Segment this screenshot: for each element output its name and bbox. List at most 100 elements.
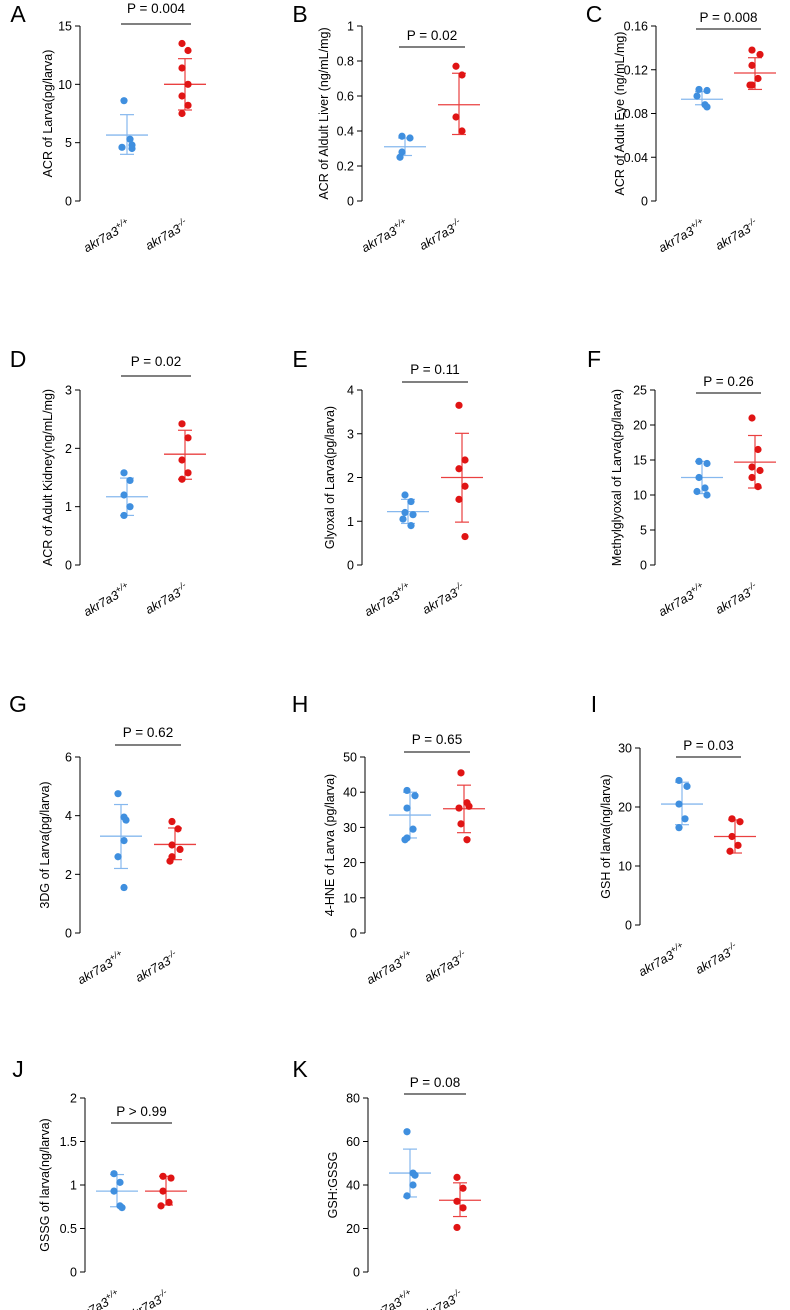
- tick-label-y: 40: [343, 786, 357, 800]
- data-point: [403, 1128, 411, 1136]
- tick-label-category: akr7a3+/+: [80, 580, 132, 619]
- tick-label-category: akr7a3+/+: [80, 216, 132, 255]
- data-point: [184, 101, 192, 109]
- tick-label-category: akr7a3-/-: [123, 1287, 171, 1310]
- tick-label-category: akr7a3-/-: [132, 948, 180, 985]
- data-point: [128, 144, 136, 153]
- series-knockout: [439, 1173, 481, 1232]
- tick-label-y: 15: [633, 454, 647, 468]
- tick-label-category: akr7a3-/-: [712, 580, 760, 617]
- data-point: [459, 1184, 467, 1192]
- series-wild-type: [106, 469, 148, 520]
- tick-label-y: 20: [633, 419, 647, 433]
- panel-letter: B: [292, 1, 307, 27]
- data-point: [675, 776, 683, 785]
- tick-label-y: 0: [641, 195, 648, 209]
- data-point: [411, 792, 419, 800]
- data-point: [457, 820, 465, 828]
- axis-title-y: ACR of Larva(pg/larva): [41, 50, 55, 178]
- tick-label-y: 0: [347, 559, 354, 573]
- data-point: [399, 515, 407, 523]
- panel-letter: F: [587, 346, 601, 372]
- axis-title-y: GSSG of larva(ng/larva): [38, 1118, 52, 1251]
- data-point: [695, 85, 703, 94]
- data-point: [396, 153, 404, 161]
- panel-b: B 0 0.2 0.4 0.6 0.8 1 ACR of Aldult Liver (ng/m…: [292, 1, 480, 255]
- data-point: [746, 81, 754, 89]
- data-point: [165, 1198, 173, 1206]
- data-point: [756, 50, 764, 59]
- tick-label-y: 10: [58, 78, 72, 92]
- data-point: [455, 465, 463, 473]
- data-point: [693, 92, 701, 100]
- series-wild-type: [661, 776, 703, 832]
- tick-label-y: 0.4: [337, 125, 354, 139]
- data-point: [459, 1204, 467, 1212]
- data-point: [159, 1187, 167, 1195]
- data-point: [703, 103, 711, 111]
- tick-label-y: 2: [347, 471, 354, 485]
- data-point: [409, 1181, 417, 1189]
- tick-label-y: 0: [65, 559, 72, 573]
- tick-label-y: 0: [625, 919, 632, 933]
- data-point: [120, 883, 128, 892]
- data-point: [695, 457, 703, 465]
- data-point: [120, 469, 128, 477]
- data-point: [754, 483, 762, 491]
- data-point: [120, 491, 128, 499]
- panel-letter: C: [586, 1, 603, 27]
- data-point: [178, 92, 186, 100]
- data-point: [675, 800, 683, 808]
- data-point: [406, 134, 414, 142]
- data-point: [403, 1192, 411, 1200]
- series-knockout: [441, 401, 483, 541]
- tick-label-y: 3: [65, 384, 72, 398]
- data-point: [455, 401, 463, 409]
- tick-label-category: akr7a3-/-: [417, 1287, 465, 1310]
- data-point: [703, 459, 711, 468]
- tick-label-y: 60: [346, 1135, 360, 1149]
- data-point: [754, 74, 762, 83]
- tick-label-category: akr7a3-/-: [419, 580, 467, 617]
- data-point: [184, 434, 192, 442]
- tick-label-y: 0: [65, 927, 72, 941]
- data-point: [736, 818, 744, 826]
- tick-label-y: 0.08: [624, 107, 648, 121]
- panel-e: E 0 1 2 3 4 Glyoxal of Larva(pg/larva) P = 0.11…: [292, 346, 483, 619]
- data-point: [184, 469, 192, 477]
- data-point: [178, 109, 186, 118]
- tick-label-y: 1: [347, 515, 354, 529]
- tick-label-y: 0.16: [624, 20, 648, 34]
- data-point: [167, 1174, 175, 1182]
- data-point: [401, 508, 409, 517]
- panel-letter: J: [12, 1056, 24, 1082]
- tick-label-y: 0.8: [337, 55, 354, 69]
- tick-label-category: akr7a3+/+: [363, 1287, 415, 1310]
- panel-h: H 0 10 20 30 40 50 4-HNE of Larva (pg/larva) P =…: [292, 691, 485, 987]
- series-knockout: [154, 817, 196, 865]
- data-point: [703, 86, 711, 95]
- tick-label-category: akr7a3+/+: [74, 948, 126, 987]
- data-point: [463, 836, 471, 844]
- p-value-label: P = 0.65: [412, 732, 462, 747]
- data-point: [176, 845, 184, 854]
- panel-g: G 0 2 4 6 3DG of Larva(pg/larva) P = 0.62 akr7a…: [9, 691, 196, 987]
- tick-label-category: akr7a3-/-: [142, 216, 190, 253]
- data-point: [457, 769, 465, 777]
- axis-title-y: ACR of Aldult Liver (ng/mL/mg): [317, 27, 331, 199]
- data-point: [120, 837, 128, 845]
- data-point: [118, 1204, 126, 1212]
- data-point: [178, 39, 186, 48]
- axis-title-y: 3DG of Larva(pg/larva): [38, 781, 52, 908]
- tick-label-y: 40: [346, 1179, 360, 1193]
- data-point: [401, 491, 409, 499]
- tick-label-y: 0: [640, 559, 647, 573]
- data-point: [748, 61, 756, 69]
- p-value-label: P > 0.99: [116, 1104, 166, 1119]
- tick-label-y: 25: [633, 384, 647, 398]
- data-point: [401, 836, 409, 844]
- tick-label-y: 0: [353, 1266, 360, 1280]
- p-value-label: P = 0.008: [700, 10, 758, 25]
- series-wild-type: [389, 1128, 431, 1200]
